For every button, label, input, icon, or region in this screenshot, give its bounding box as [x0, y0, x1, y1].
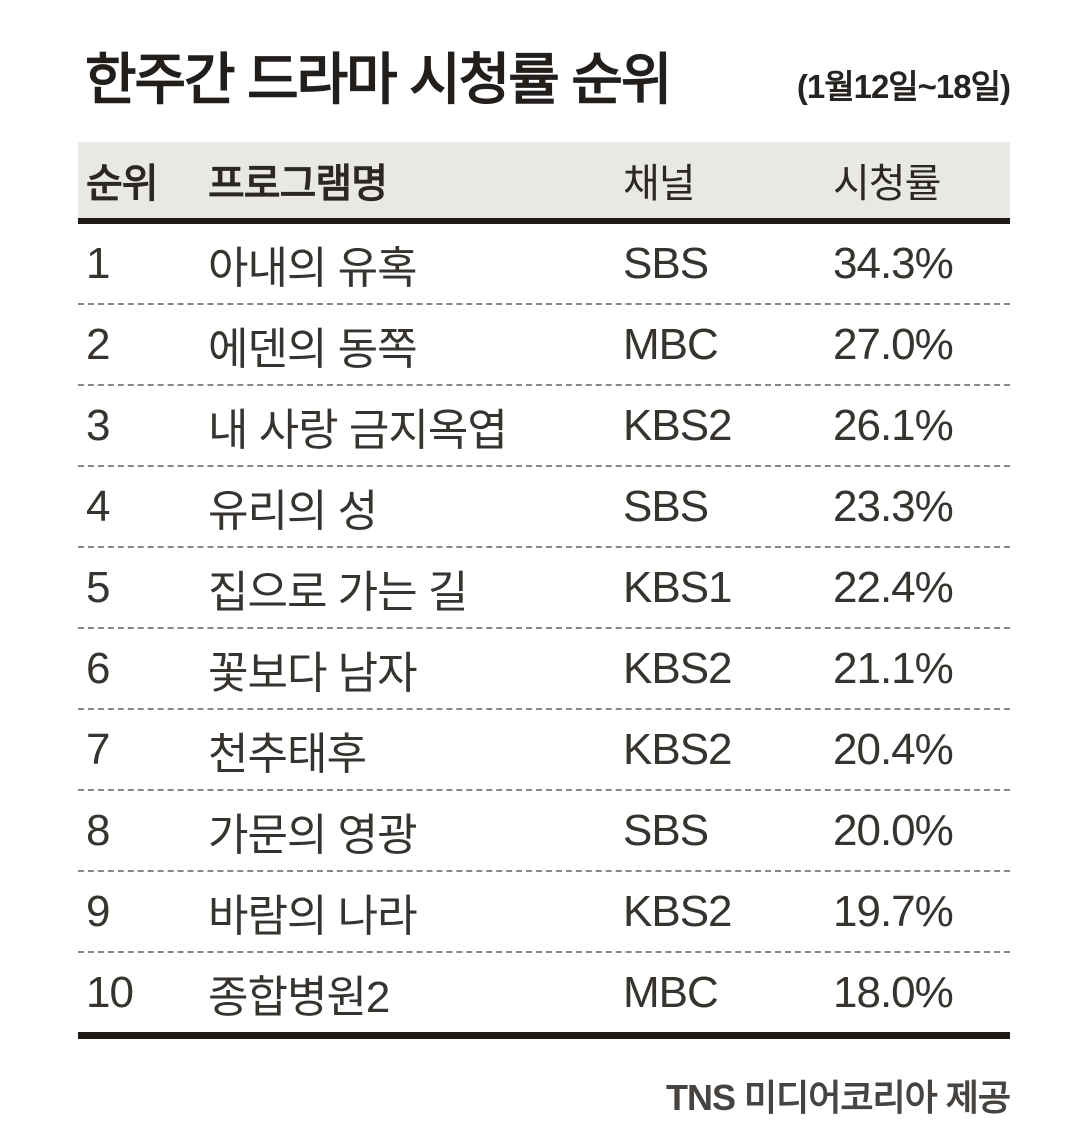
column-header-rank: 순위	[86, 162, 159, 206]
date-range-label: (1월12일~18일)	[796, 68, 1011, 105]
rank-cell: 10	[86, 967, 134, 1017]
program-cell: 아내의 유혹	[208, 243, 418, 293]
program-cell: 바람의 나라	[208, 891, 418, 941]
rank-cell: 2	[86, 319, 110, 369]
rating-cell: 23.3%	[833, 481, 954, 531]
rating-cell: 26.1%	[833, 400, 954, 450]
table-row: 9 바람의 나라 KBS2 19.7%	[78, 872, 1010, 953]
ratings-table: 순위 프로그램명 채널 시청률 1 아내의 유혹 SBS 34.3% 2 에덴의…	[78, 142, 1010, 1039]
table-body: 1 아내의 유혹 SBS 34.3% 2 에덴의 동쪽 MBC 27.0% 3 …	[78, 224, 1010, 1039]
table-row: 7 천추태후 KBS2 20.4%	[78, 710, 1010, 791]
rank-cell: 8	[86, 805, 110, 855]
table-row: 8 가문의 영광 SBS 20.0%	[78, 791, 1010, 872]
table-row: 5 집으로 가는 길 KBS1 22.4%	[78, 548, 1010, 629]
rank-cell: 3	[86, 400, 110, 450]
table-row: 4 유리의 성 SBS 23.3%	[78, 467, 1010, 548]
rating-cell: 19.7%	[833, 886, 954, 936]
rating-cell: 22.4%	[833, 562, 954, 612]
program-cell: 가문의 영광	[208, 810, 418, 860]
table-row: 6 꽃보다 남자 KBS2 21.1%	[78, 629, 1010, 710]
column-header-rating: 시청률	[833, 162, 941, 206]
channel-cell: MBC	[623, 967, 719, 1017]
title-row: 한주간 드라마 시청률 순위 (1월12일~18일)	[78, 36, 1011, 111]
channel-cell: SBS	[623, 805, 709, 855]
program-cell: 집으로 가는 길	[208, 567, 468, 617]
table-row: 2 에덴의 동쪽 MBC 27.0%	[78, 305, 1010, 386]
rank-cell: 6	[86, 643, 110, 693]
rank-cell: 9	[86, 886, 110, 936]
page-title: 한주간 드라마 시청률 순위	[85, 48, 672, 111]
program-cell: 꽃보다 남자	[208, 648, 418, 698]
channel-cell: SBS	[623, 238, 709, 288]
program-cell: 천추태후	[208, 729, 367, 779]
channel-cell: KBS2	[623, 724, 733, 774]
column-header-program: 프로그램명	[208, 162, 388, 206]
channel-cell: KBS2	[623, 400, 733, 450]
source-credit: TNS 미디어코리아 제공	[666, 1077, 1011, 1118]
table-row: 1 아내의 유혹 SBS 34.3%	[78, 224, 1010, 305]
table-header-row: 순위 프로그램명 채널 시청률	[78, 142, 1010, 224]
program-cell: 에덴의 동쪽	[208, 324, 418, 374]
rating-cell: 34.3%	[833, 238, 954, 288]
channel-cell: MBC	[623, 319, 719, 369]
channel-cell: KBS1	[623, 562, 733, 612]
table-row: 3 내 사랑 금지옥엽 KBS2 26.1%	[78, 386, 1010, 467]
rating-cell: 27.0%	[833, 319, 954, 369]
program-cell: 유리의 성	[208, 486, 378, 536]
rank-cell: 7	[86, 724, 110, 774]
table-row: 10 종합병원2 MBC 18.0%	[78, 953, 1010, 1032]
channel-cell: SBS	[623, 481, 709, 531]
rank-cell: 5	[86, 562, 110, 612]
rating-cell: 18.0%	[833, 967, 954, 1017]
rating-cell: 21.1%	[833, 643, 954, 693]
ratings-infographic: 한주간 드라마 시청률 순위 (1월12일~18일) 순위 프로그램명 채널 시…	[78, 0, 1011, 1121]
rating-cell: 20.4%	[833, 724, 954, 774]
column-header-channel: 채널	[623, 162, 696, 206]
channel-cell: KBS2	[623, 643, 733, 693]
rank-cell: 4	[86, 481, 110, 531]
rating-cell: 20.0%	[833, 805, 954, 855]
program-cell: 내 사랑 금지옥엽	[208, 405, 508, 455]
channel-cell: KBS2	[623, 886, 733, 936]
program-cell: 종합병원2	[208, 972, 390, 1022]
rank-cell: 1	[86, 238, 110, 288]
